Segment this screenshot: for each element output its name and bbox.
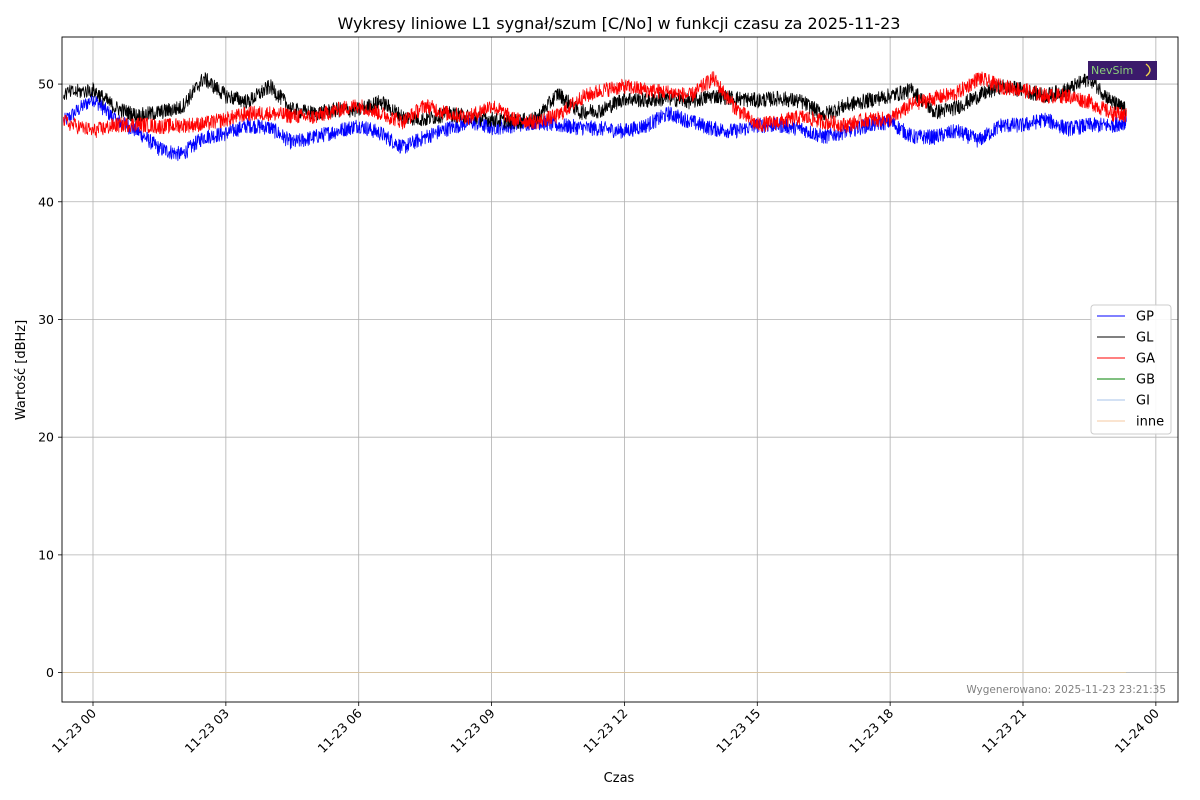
logo-swirl-icon [1145, 63, 1151, 77]
series-line-gl [63, 71, 1127, 130]
generated-timestamp: Wygenerowano: 2025-11-23 23:21:35 [966, 684, 1166, 696]
y-tick-label: 0 [46, 665, 54, 680]
y-tick-label: 10 [38, 547, 54, 562]
y-tick-label: 30 [38, 312, 54, 327]
series-line-gp [63, 92, 1127, 162]
y-tick-label: 40 [38, 194, 54, 209]
x-axis-label: Czas [604, 771, 635, 786]
y-tick-label: 50 [38, 77, 54, 92]
legend-label-ga: GA [1136, 352, 1155, 367]
y-tick-label: 20 [38, 430, 54, 445]
chart-title: Wykresy liniowe L1 sygnał/szum [C/No] w … [338, 14, 901, 33]
series-lines [63, 71, 1127, 673]
legend-label-inne: inne [1136, 415, 1164, 430]
logo-text: NevSim [1091, 64, 1133, 77]
legend-label-gl: GL [1136, 331, 1154, 346]
legend-label-gi: GI [1136, 394, 1150, 409]
series-line-ga [63, 71, 1127, 139]
logo-background [1088, 61, 1157, 80]
plot-frame [61, 36, 1179, 703]
y-axis-ticks: 0 10 20 30 40 50 [38, 77, 62, 680]
logo: NevSim [1088, 61, 1157, 80]
legend-label-gb: GB [1136, 373, 1155, 388]
legend: GP GL GA GB GI inne [1090, 304, 1172, 435]
y-axis-label: Wartość [dBHz] [14, 320, 29, 420]
legend-label-gp: GP [1136, 310, 1154, 325]
